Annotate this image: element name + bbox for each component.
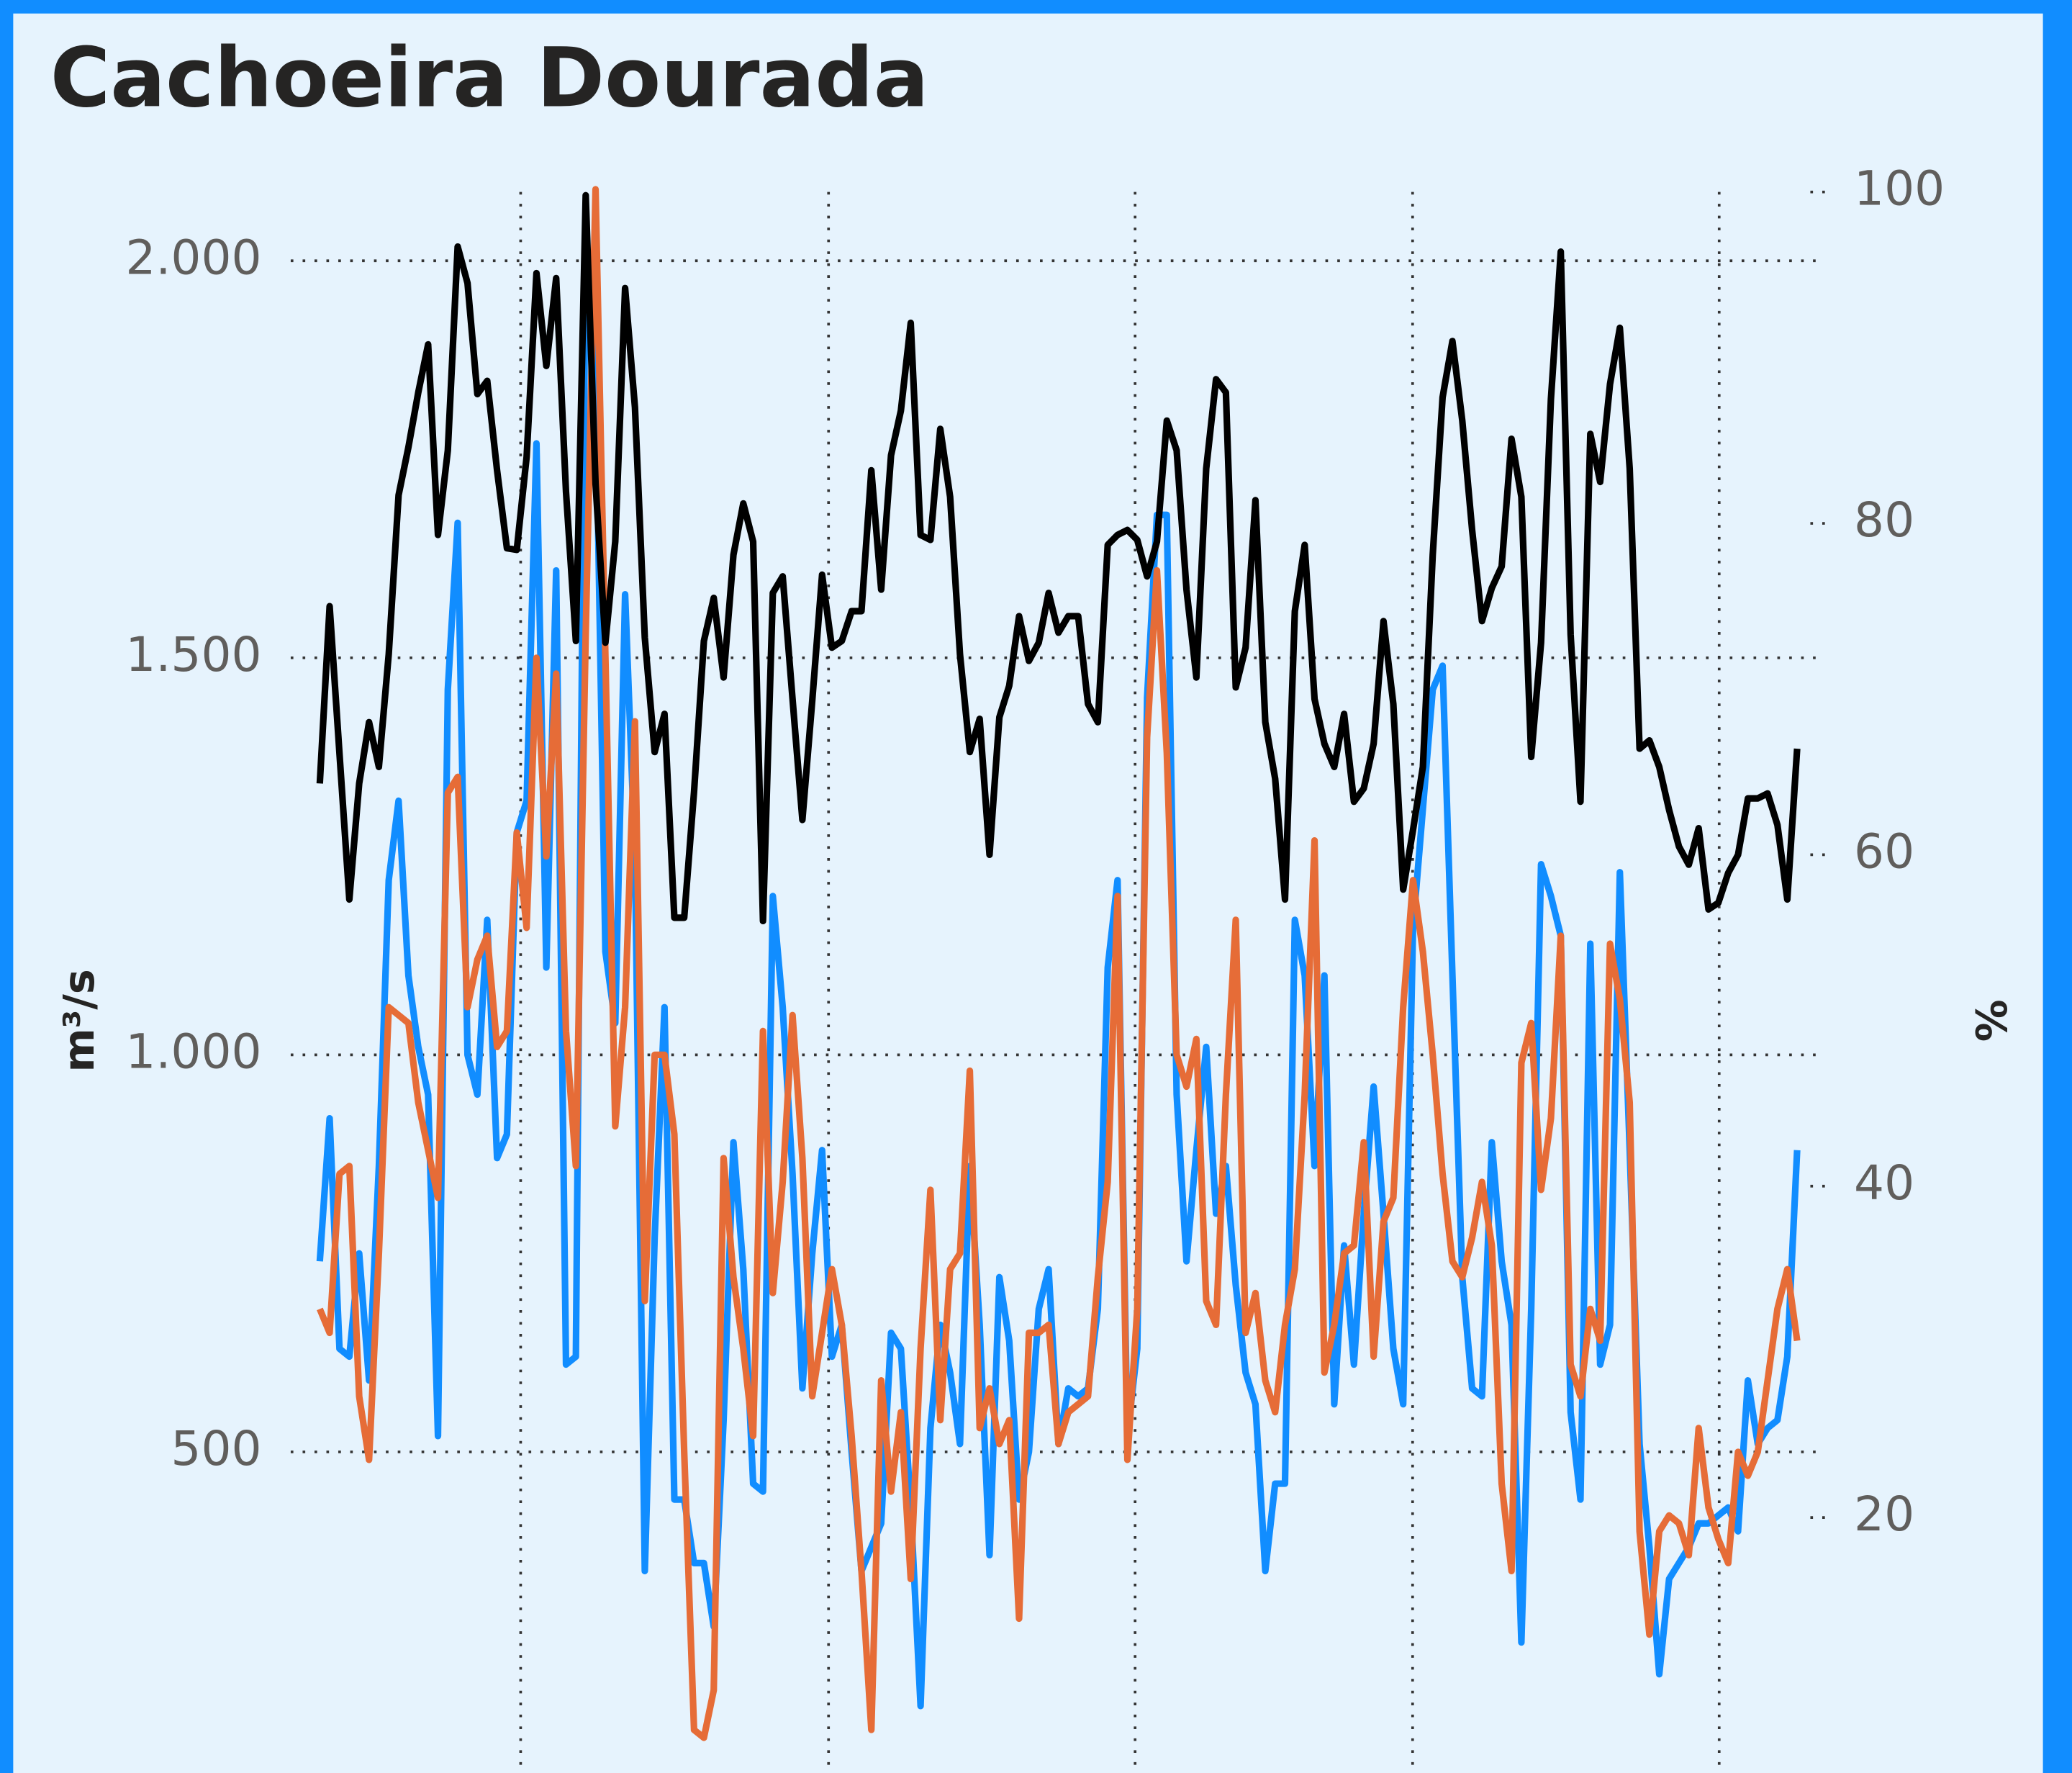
vertical-grid (519, 191, 1721, 1773)
y-tick-label: 2.000 (125, 230, 261, 285)
series-line (317, 186, 1801, 1741)
y2-tick-label: 20 (1854, 1486, 1914, 1542)
y-tick-label: 1.500 (125, 627, 261, 682)
y2-axis-title: % (1965, 999, 2015, 1042)
y-tick-label: 1.000 (125, 1024, 261, 1079)
y2-tick-label: 60 (1854, 824, 1914, 879)
series-line (316, 191, 1801, 925)
y-axis-title: m³/s (54, 969, 104, 1072)
chart-title: Cachoeira Dourada (50, 30, 929, 125)
y2-tick-label: 80 (1854, 492, 1914, 548)
y-tick-label: 500 (171, 1421, 261, 1476)
y2-tick-label: 100 (1854, 161, 1945, 217)
y2-tick-label: 40 (1854, 1155, 1914, 1211)
